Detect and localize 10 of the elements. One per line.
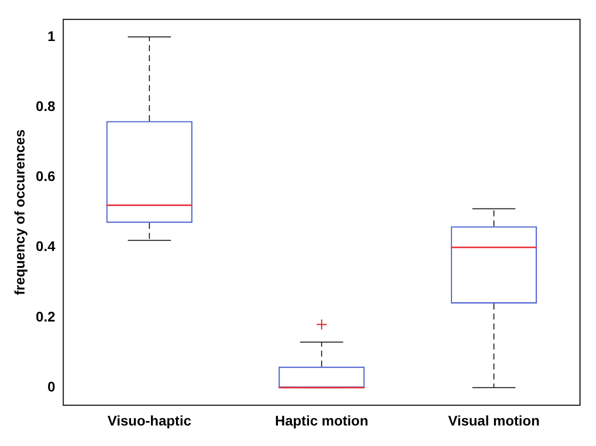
x-tick-label: Haptic motion — [274, 412, 368, 428]
y-tick-label: 0.8 — [36, 98, 56, 114]
y-tick-label: 0.4 — [36, 238, 56, 254]
y-axis-title: frequency of occurences — [11, 129, 28, 296]
y-tick-label: 1 — [47, 28, 56, 44]
y-tick-label: 0.2 — [36, 308, 56, 324]
x-tick-label: Visuo-haptic — [108, 412, 192, 428]
x-tick-label: Visual motion — [448, 412, 540, 428]
y-tick-label: 0.6 — [36, 168, 56, 184]
y-tick-label: 0 — [47, 378, 56, 395]
